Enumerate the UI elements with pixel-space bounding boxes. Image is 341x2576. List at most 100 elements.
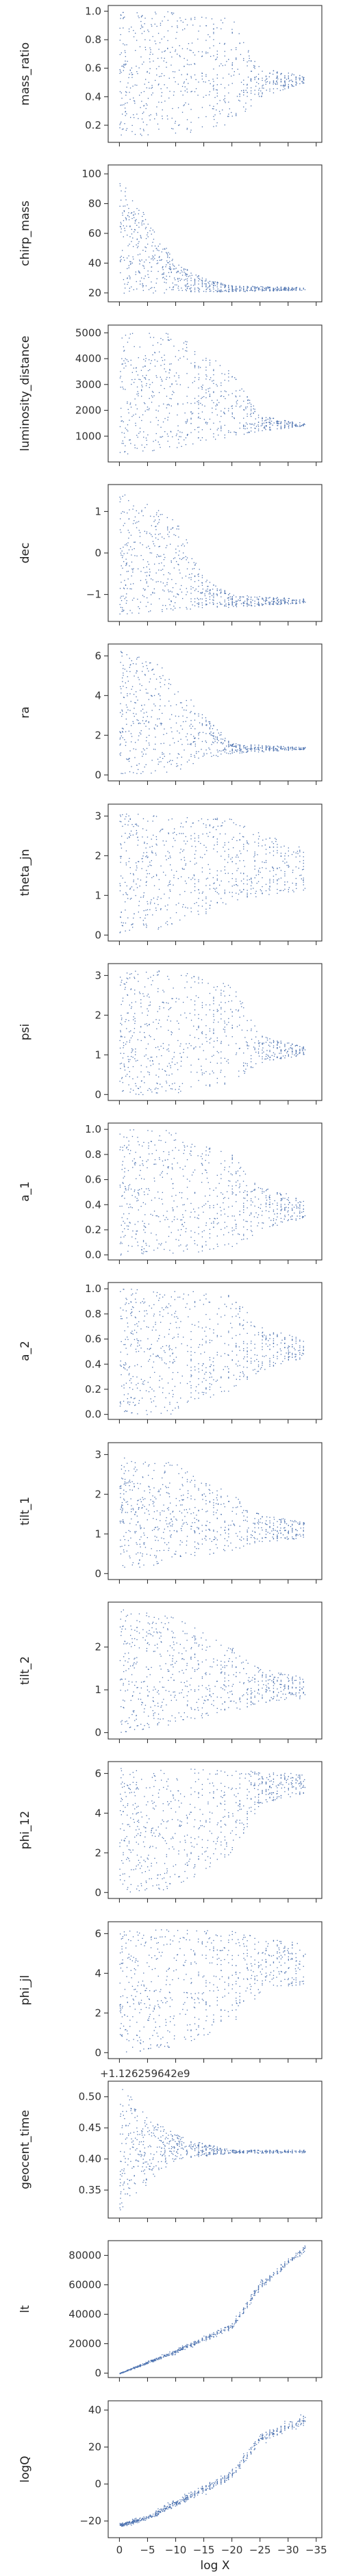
data-point bbox=[127, 1012, 129, 1014]
data-point bbox=[164, 388, 165, 389]
data-point bbox=[148, 545, 149, 547]
y-tick-label: 2 bbox=[94, 729, 101, 741]
data-point bbox=[203, 845, 205, 846]
data-point bbox=[201, 584, 203, 586]
data-point bbox=[180, 1014, 181, 1016]
data-point bbox=[197, 603, 198, 604]
data-point bbox=[151, 266, 152, 268]
data-point bbox=[279, 90, 281, 91]
data-point bbox=[160, 385, 162, 386]
data-point bbox=[284, 1046, 286, 1047]
y-axis-label: theta_jn bbox=[18, 849, 32, 897]
data-point bbox=[297, 853, 299, 854]
data-point bbox=[146, 870, 147, 871]
data-point bbox=[136, 244, 137, 246]
data-point bbox=[186, 127, 188, 129]
data-point bbox=[205, 591, 207, 593]
data-point bbox=[125, 745, 127, 746]
data-point bbox=[194, 858, 196, 859]
data-point bbox=[288, 597, 289, 600]
data-point bbox=[155, 678, 157, 680]
data-point bbox=[269, 88, 270, 90]
data-point bbox=[281, 73, 282, 74]
data-point bbox=[240, 289, 242, 291]
data-point bbox=[155, 537, 157, 539]
data-point bbox=[186, 435, 188, 436]
data-point bbox=[170, 430, 171, 432]
data-point bbox=[146, 374, 147, 376]
data-point bbox=[288, 864, 289, 866]
data-point bbox=[151, 860, 152, 862]
data-point bbox=[121, 1078, 123, 1079]
data-point bbox=[155, 688, 156, 690]
data-point bbox=[154, 545, 155, 547]
data-point bbox=[183, 1052, 184, 1053]
data-point bbox=[299, 875, 301, 876]
data-point bbox=[149, 398, 150, 399]
data-point bbox=[256, 81, 257, 83]
data-point bbox=[293, 86, 294, 87]
data-point bbox=[150, 51, 151, 53]
data-point bbox=[145, 914, 147, 916]
data-point bbox=[288, 1054, 289, 1055]
data-point bbox=[149, 1074, 150, 1075]
data-point bbox=[138, 1094, 140, 1095]
data-point bbox=[247, 749, 248, 750]
data-point bbox=[129, 973, 131, 975]
data-point bbox=[125, 584, 127, 586]
data-point bbox=[188, 103, 190, 105]
data-point bbox=[195, 1046, 197, 1048]
data-point bbox=[186, 817, 188, 819]
data-point bbox=[246, 751, 247, 753]
data-point bbox=[181, 591, 183, 593]
data-point bbox=[208, 80, 210, 81]
data-point bbox=[231, 745, 233, 747]
data-point bbox=[213, 380, 214, 381]
data-point bbox=[167, 118, 168, 120]
data-point bbox=[158, 83, 160, 85]
data-point bbox=[231, 749, 233, 751]
data-point bbox=[155, 290, 156, 292]
data-point bbox=[213, 1072, 214, 1074]
data-point bbox=[257, 426, 260, 427]
data-point bbox=[207, 836, 209, 837]
data-point bbox=[181, 728, 184, 730]
data-point bbox=[303, 747, 304, 749]
data-point bbox=[119, 69, 121, 70]
data-point bbox=[160, 678, 162, 679]
data-point bbox=[163, 276, 164, 278]
data-point bbox=[269, 1038, 270, 1040]
data-point bbox=[119, 205, 121, 207]
data-point bbox=[133, 712, 134, 714]
data-point bbox=[124, 580, 125, 581]
data-point bbox=[154, 118, 155, 120]
data-point bbox=[299, 289, 301, 291]
data-point bbox=[126, 1028, 127, 1029]
data-point bbox=[140, 28, 142, 29]
data-point bbox=[131, 372, 133, 373]
data-point bbox=[123, 225, 124, 227]
data-point bbox=[171, 394, 173, 396]
data-point bbox=[279, 890, 281, 892]
data-point bbox=[225, 289, 227, 291]
data-point bbox=[136, 823, 137, 825]
data-point bbox=[142, 1094, 144, 1096]
data-point bbox=[162, 1001, 164, 1003]
data-point bbox=[273, 598, 275, 600]
data-point bbox=[233, 417, 235, 420]
data-point bbox=[170, 272, 172, 273]
data-point bbox=[179, 1085, 180, 1087]
data-point bbox=[199, 892, 200, 894]
data-point bbox=[120, 712, 121, 713]
data-point bbox=[147, 857, 148, 858]
data-point bbox=[153, 897, 155, 899]
data-point bbox=[193, 1025, 194, 1027]
data-point bbox=[173, 12, 175, 14]
data-point bbox=[249, 57, 250, 59]
data-point bbox=[192, 763, 194, 764]
data-point bbox=[273, 749, 275, 750]
data-point bbox=[168, 683, 170, 684]
data-point bbox=[121, 420, 122, 422]
data-point bbox=[251, 70, 253, 72]
data-point bbox=[205, 378, 207, 380]
